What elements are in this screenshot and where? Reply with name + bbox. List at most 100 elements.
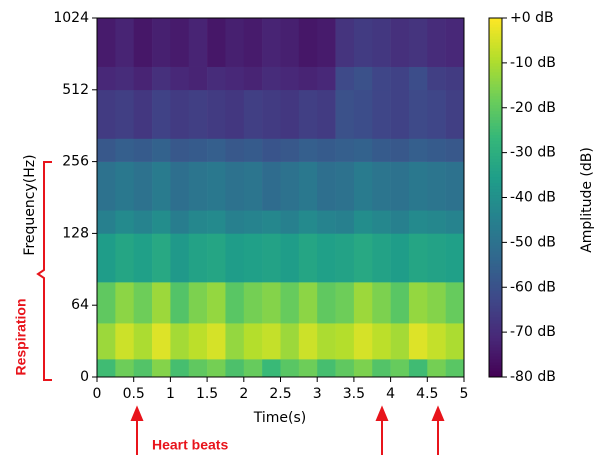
heat-cell bbox=[152, 89, 171, 139]
colorbar-swatch bbox=[489, 242, 502, 246]
heat-cell bbox=[353, 161, 373, 211]
colorbar-swatch bbox=[489, 77, 502, 82]
x-tick-label: 3 bbox=[313, 386, 322, 402]
colorbar-swatch bbox=[489, 80, 502, 85]
colorbar-swatch bbox=[489, 47, 502, 52]
heat-cell bbox=[445, 282, 465, 324]
colorbar-swatch bbox=[489, 107, 502, 112]
colorbar-swatch bbox=[489, 89, 502, 94]
colorbar-swatch bbox=[489, 245, 502, 249]
colorbar-tick-label: -20 dB bbox=[510, 100, 556, 116]
heat-cell bbox=[372, 89, 391, 139]
heat-cell bbox=[280, 89, 300, 139]
heat-cell bbox=[225, 359, 245, 378]
y-tick-label: 128 bbox=[62, 225, 89, 241]
heat-cell bbox=[445, 138, 465, 162]
colorbar-swatch bbox=[489, 182, 502, 187]
heat-cell bbox=[152, 138, 171, 162]
heat-cell bbox=[408, 323, 428, 360]
heat-cell bbox=[280, 233, 300, 283]
colorbar-swatch bbox=[489, 233, 502, 237]
heat-cell bbox=[225, 89, 245, 139]
colorbar-swatch bbox=[489, 359, 502, 363]
heat-cell bbox=[317, 359, 336, 378]
heat-cell bbox=[170, 233, 190, 283]
colorbar-swatch bbox=[489, 332, 502, 336]
heat-cell bbox=[408, 161, 428, 211]
heat-cell bbox=[298, 161, 318, 211]
heat-cell bbox=[152, 18, 171, 67]
colorbar-swatch bbox=[489, 41, 502, 46]
colorbar-swatch bbox=[489, 320, 502, 324]
heat-cell bbox=[243, 89, 263, 139]
heat-cell bbox=[390, 323, 410, 360]
colorbar-tick-label: -40 dB bbox=[510, 190, 556, 206]
heat-cell bbox=[317, 282, 336, 324]
colorbar-swatch bbox=[489, 281, 502, 285]
colorbar-swatch bbox=[489, 269, 502, 273]
heat-cell bbox=[262, 66, 281, 91]
heat-cell bbox=[115, 138, 134, 162]
heat-cell bbox=[353, 233, 373, 283]
colorbar-tick-label: -60 dB bbox=[510, 279, 556, 295]
heat-cell bbox=[427, 210, 446, 234]
heat-cell bbox=[225, 233, 245, 283]
colorbar-swatch bbox=[489, 125, 502, 130]
heat-cell bbox=[133, 18, 153, 67]
heat-cell bbox=[408, 210, 428, 234]
heat-cell bbox=[207, 161, 226, 211]
colorbar-swatch bbox=[489, 137, 502, 142]
colorbar-tick-label: -10 dB bbox=[510, 55, 556, 71]
heat-cell bbox=[445, 210, 465, 234]
heat-cell bbox=[188, 161, 208, 211]
heat-cell bbox=[133, 233, 153, 283]
colorbar-swatch bbox=[489, 119, 502, 124]
heat-cell bbox=[335, 161, 355, 211]
colorbar-swatch bbox=[489, 335, 502, 339]
heat-cell bbox=[115, 282, 134, 324]
heat-cell bbox=[445, 359, 465, 378]
heat-cell bbox=[335, 233, 355, 283]
heat-cell bbox=[427, 66, 446, 91]
colorbar-swatch bbox=[489, 257, 502, 261]
x-axis-label: Time(s) bbox=[253, 410, 306, 426]
heat-cell bbox=[243, 233, 263, 283]
heat-cell bbox=[188, 18, 208, 67]
y-tick-label: 256 bbox=[62, 154, 89, 170]
colorbar-swatch bbox=[489, 236, 502, 240]
heat-cell bbox=[97, 89, 116, 139]
colorbar-swatch bbox=[489, 341, 502, 345]
colorbar-tick-label: -70 dB bbox=[510, 324, 556, 340]
heat-cell bbox=[170, 89, 190, 139]
heat-cell bbox=[188, 138, 208, 162]
heat-cell bbox=[317, 233, 336, 283]
colorbar-swatch bbox=[489, 338, 502, 342]
colorbar-swatch bbox=[489, 311, 502, 315]
heat-cell bbox=[427, 18, 446, 67]
heat-cell bbox=[207, 66, 226, 91]
heat-cell bbox=[97, 66, 116, 91]
colorbar-swatch bbox=[489, 221, 502, 225]
arrows bbox=[130, 405, 445, 455]
colorbar-swatch bbox=[489, 368, 502, 372]
heat-cell bbox=[243, 161, 263, 211]
heat-cell bbox=[97, 323, 116, 360]
heat-cell bbox=[427, 323, 446, 360]
colorbar-swatch bbox=[489, 215, 502, 219]
heat-cell bbox=[243, 138, 263, 162]
colorbar-swatch bbox=[489, 29, 502, 34]
colorbar-swatch bbox=[489, 266, 502, 270]
colorbar-swatch bbox=[489, 371, 502, 375]
colorbar-swatch bbox=[489, 239, 502, 243]
heat-cell bbox=[115, 161, 134, 211]
colorbar-swatch bbox=[489, 110, 502, 115]
colorbar-swatch bbox=[489, 32, 502, 37]
heat-cell bbox=[207, 233, 226, 283]
colorbar-swatch bbox=[489, 146, 502, 151]
heat-cell bbox=[97, 282, 116, 324]
colorbar-swatch bbox=[489, 278, 502, 282]
colorbar-swatch bbox=[489, 365, 502, 369]
heat-cell bbox=[408, 233, 428, 283]
colorbar-tick-label: -30 dB bbox=[510, 145, 556, 161]
heat-cell bbox=[445, 161, 465, 211]
